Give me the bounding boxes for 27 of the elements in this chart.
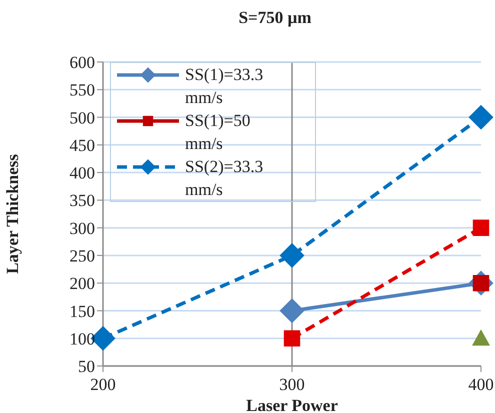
y-tick-label: 400 <box>70 164 95 183</box>
x-tick-label: 200 <box>90 375 116 394</box>
point <box>468 105 494 130</box>
y-tick-label: 550 <box>70 80 95 100</box>
legend-label: SS(2)=33.3 mm/s <box>185 156 264 201</box>
y-tick-label: 600 <box>70 53 95 72</box>
chart-title: S=750 µm <box>238 8 312 28</box>
y-tick-label: 350 <box>70 191 95 210</box>
y-tick-label: 250 <box>70 246 95 266</box>
point <box>284 330 300 347</box>
y-axis-title: Layer Thickness <box>3 154 22 274</box>
point <box>280 243 304 268</box>
legend-label: SS(1)=50 mm/s <box>185 110 252 155</box>
x-axis-title: Laser Power <box>246 396 338 413</box>
x-tick-label: 300 <box>279 375 305 394</box>
y-tick-label: 150 <box>70 302 95 321</box>
legend-label: SS(1)=33.3 mm/s <box>185 64 264 109</box>
y-tick-label: 300 <box>70 218 95 238</box>
point <box>472 329 490 346</box>
y-tick-label: 450 <box>70 136 95 155</box>
y-tick-label: 200 <box>70 274 95 294</box>
y-tick-label: 100 <box>70 329 95 348</box>
y-tick-label: 50 <box>78 357 95 376</box>
y-tick-label: 500 <box>70 108 95 128</box>
point <box>280 298 304 323</box>
point <box>472 220 490 236</box>
x-tick-label: 400 <box>468 375 494 394</box>
